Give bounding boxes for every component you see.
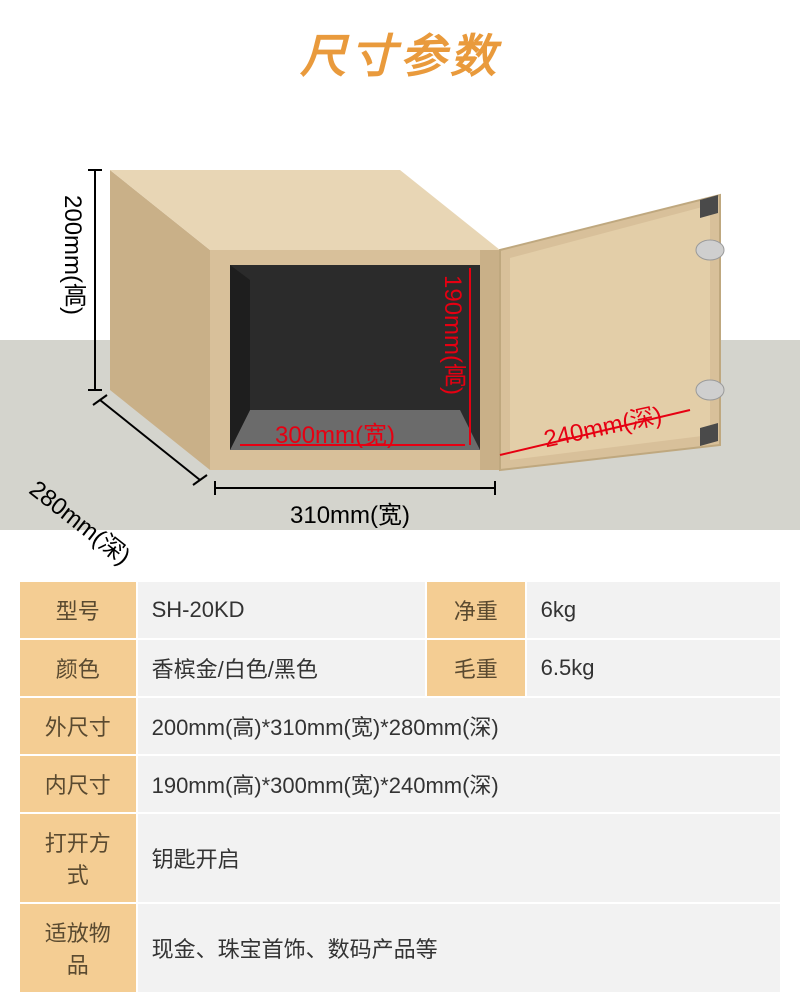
spec-table: 型号SH-20KD净重6kg颜色香槟金/白色/黑色毛重6.5kg外尺寸200mm…: [18, 580, 782, 994]
page-title: 尺寸参数: [0, 20, 800, 86]
dim-outer-width: 310mm(宽): [290, 495, 410, 530]
table-row: 适放物品现金、珠宝首饰、数码产品等: [19, 903, 781, 993]
spec-key: 适放物品: [19, 903, 137, 993]
dim-inner-height: 190mm(高): [435, 275, 470, 395]
table-row: 外尺寸200mm(高)*310mm(宽)*280mm(深): [19, 697, 781, 755]
spec-key: 颜色: [19, 639, 137, 697]
spec-key: 打开方式: [19, 813, 137, 903]
product-spec-page: 尺寸参数 加深款: [0, 0, 800, 940]
spec-key: 毛重: [426, 639, 526, 697]
spec-key: 外尺寸: [19, 697, 137, 755]
spec-key: 净重: [426, 581, 526, 639]
dim-inner-width: 300mm(宽): [275, 415, 395, 450]
safe-illustration: [0, 100, 800, 530]
spec-value: 6.5kg: [526, 639, 781, 697]
spec-value: 现金、珠宝首饰、数码产品等: [137, 903, 781, 993]
table-row: 内尺寸190mm(高)*300mm(宽)*240mm(深): [19, 755, 781, 813]
table-row: 颜色香槟金/白色/黑色毛重6.5kg: [19, 639, 781, 697]
spec-key: 型号: [19, 581, 137, 639]
table-row: 打开方式钥匙开启: [19, 813, 781, 903]
table-row: 型号SH-20KD净重6kg: [19, 581, 781, 639]
spec-value: 6kg: [526, 581, 781, 639]
dimension-diagram: 200mm(高) 280mm(深) 310mm(宽) 190mm(高) 300m…: [0, 100, 800, 530]
spec-value: 190mm(高)*300mm(宽)*240mm(深): [137, 755, 781, 813]
spec-value: 香槟金/白色/黑色: [137, 639, 426, 697]
dim-outer-height: 200mm(高): [55, 195, 90, 315]
spec-value: SH-20KD: [137, 581, 426, 639]
spec-table-body: 型号SH-20KD净重6kg颜色香槟金/白色/黑色毛重6.5kg外尺寸200mm…: [19, 581, 781, 993]
spec-value: 200mm(高)*310mm(宽)*280mm(深): [137, 697, 781, 755]
spec-value: 钥匙开启: [137, 813, 781, 903]
spec-key: 内尺寸: [19, 755, 137, 813]
